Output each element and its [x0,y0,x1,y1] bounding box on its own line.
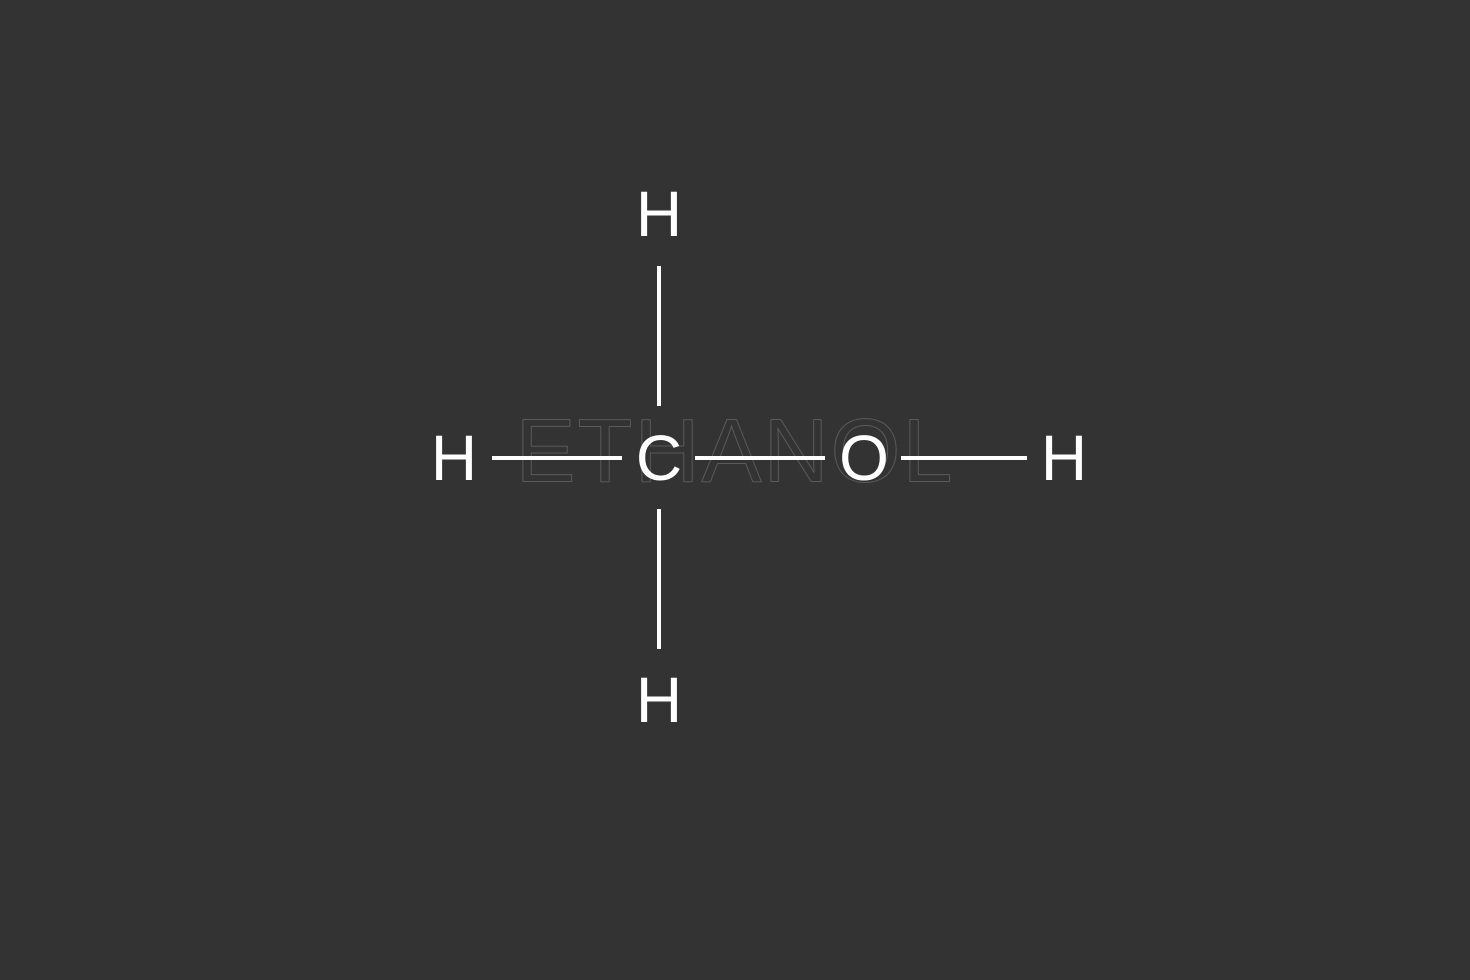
bond-c-h-top [657,266,661,406]
atom-h-bottom: H [636,668,682,732]
atom-h-left: H [431,426,477,490]
atom-o-right: O [839,426,889,490]
bond-c-o [695,456,825,460]
atom-h-far-right: H [1041,426,1087,490]
diagram-canvas: ETHANOL H H C O H H [0,0,1470,980]
bond-h-c-left [492,456,622,460]
bond-c-h-bottom [657,509,661,649]
bond-o-h-right [901,456,1027,460]
atom-h-top: H [636,182,682,246]
atom-c-center: C [636,426,682,490]
